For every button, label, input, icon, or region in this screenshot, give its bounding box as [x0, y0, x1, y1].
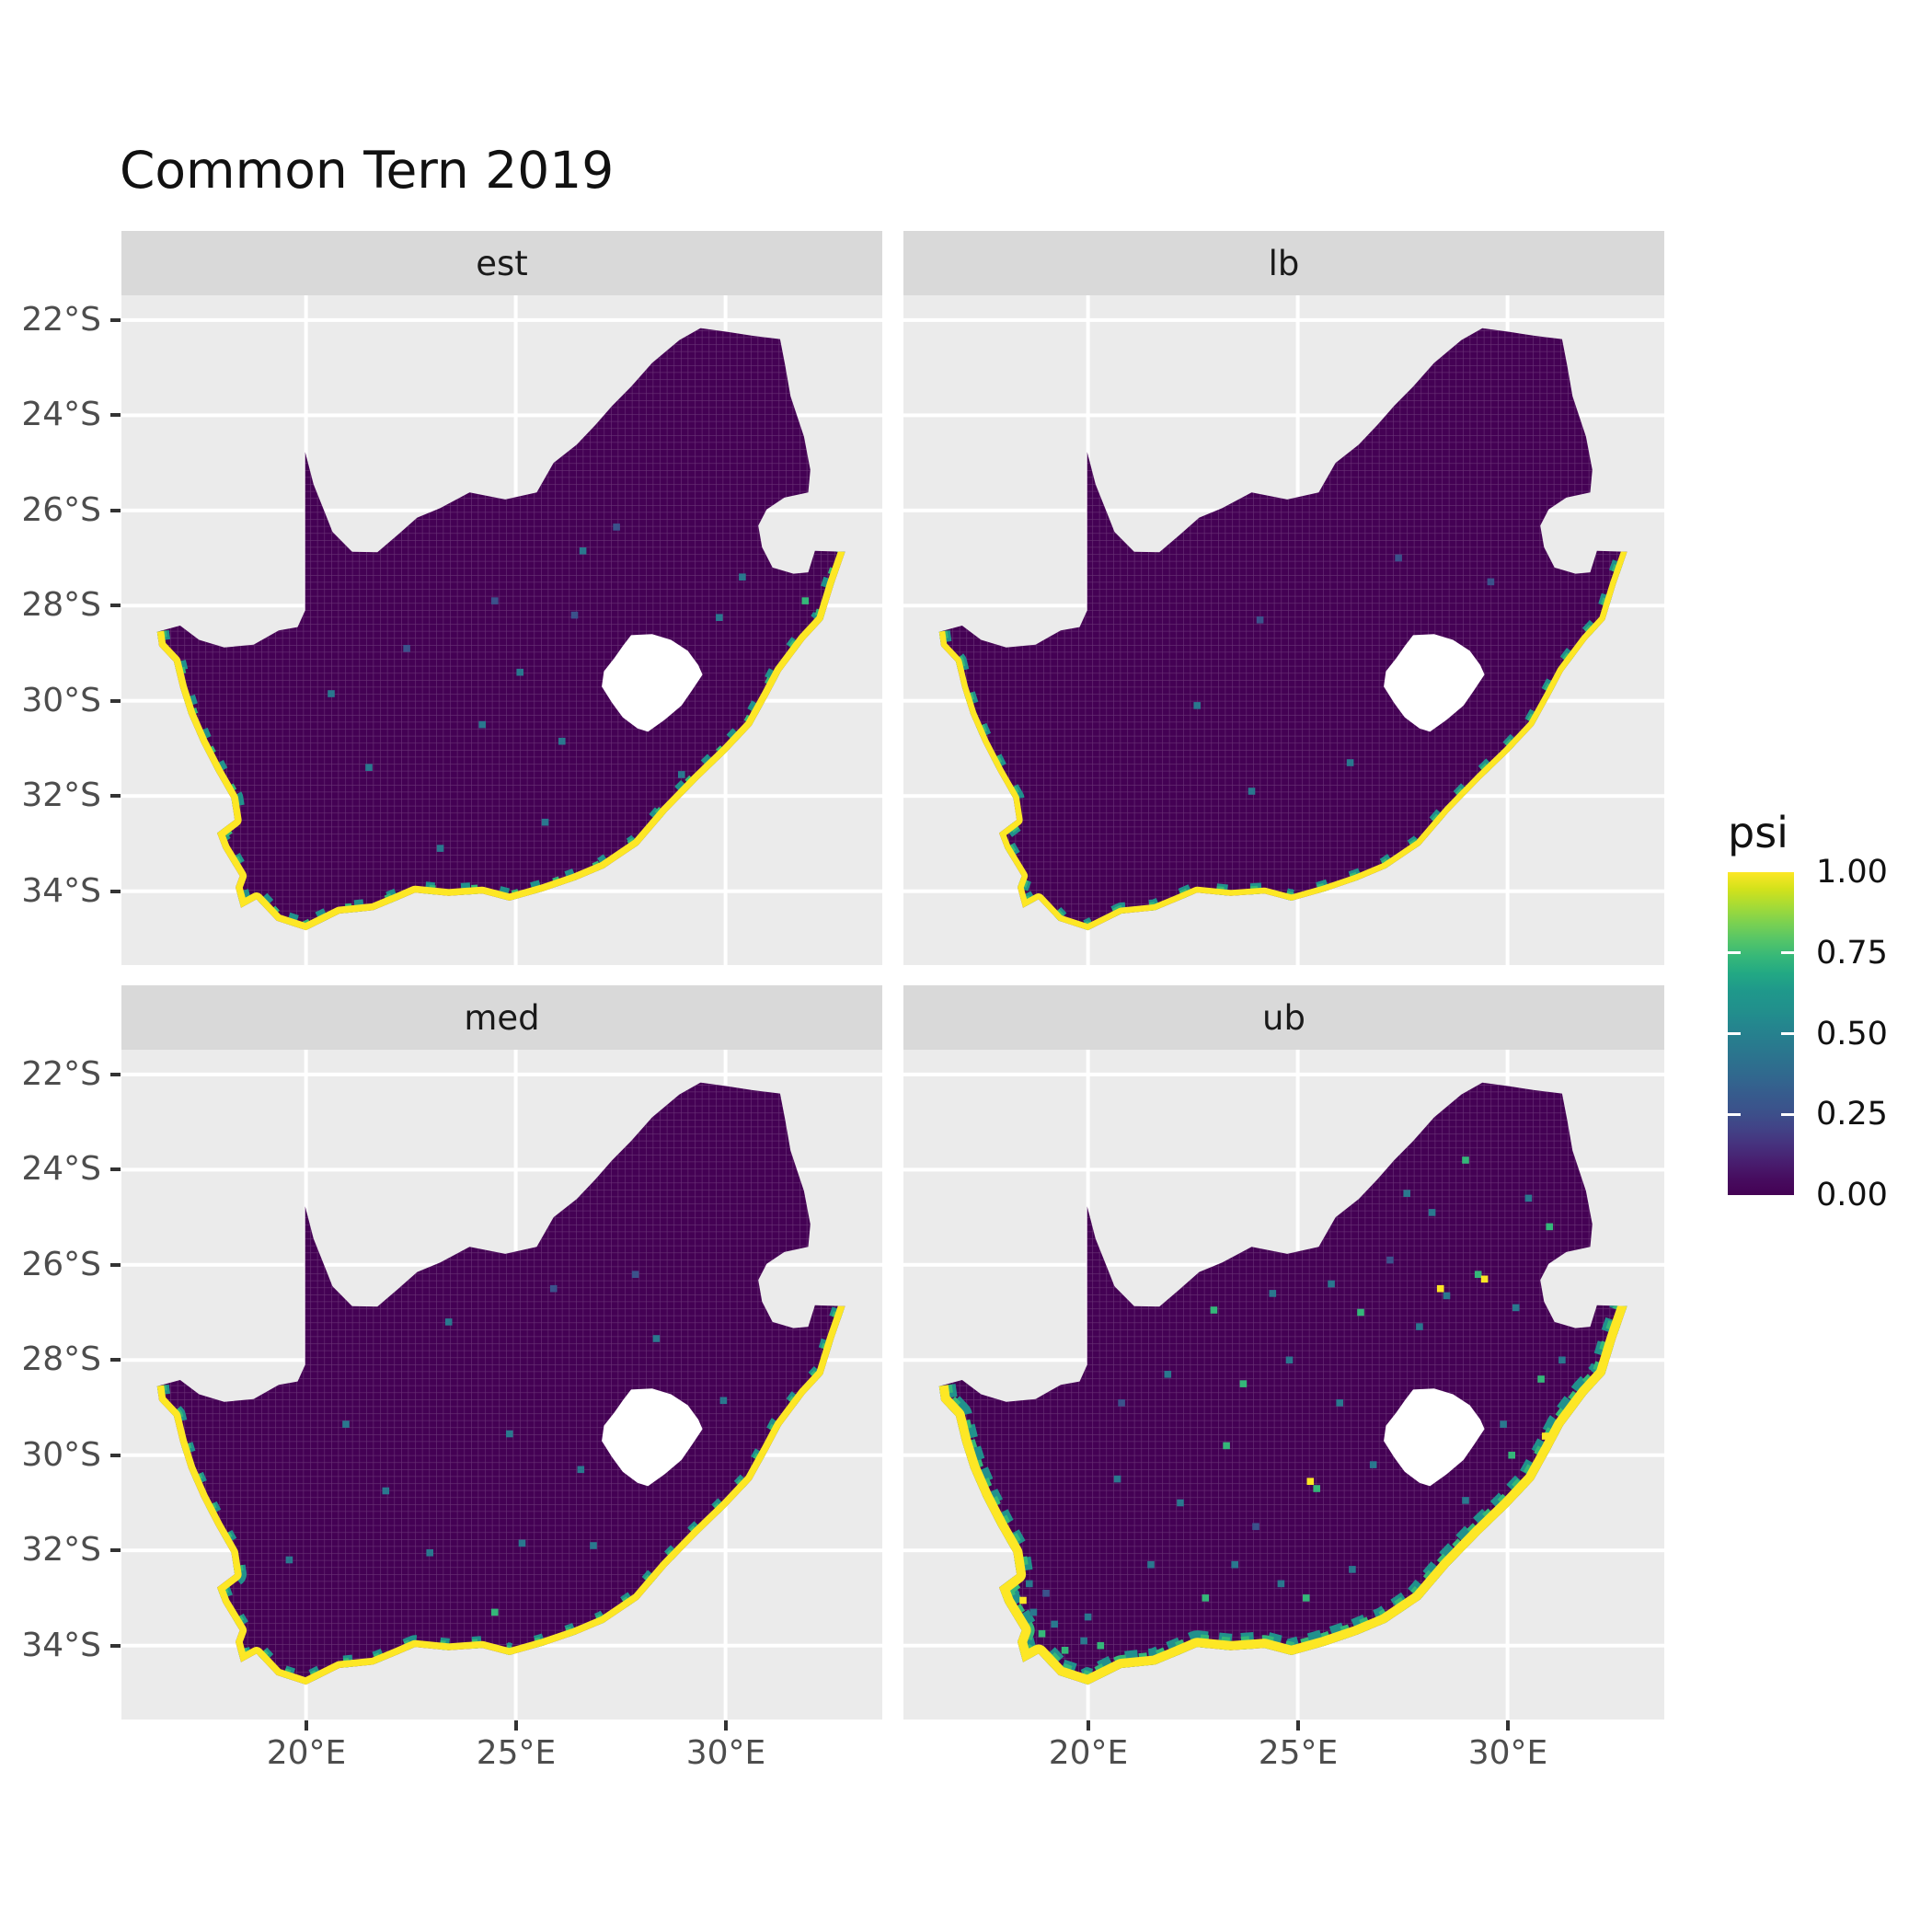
y-axis-tick — [110, 1167, 121, 1171]
y-axis-tick-label: 26°S — [21, 491, 101, 529]
x-axis-tick-label: 30°E — [685, 1734, 766, 1772]
y-axis-tick-label: 32°S — [21, 776, 101, 814]
y-axis-tick — [110, 699, 121, 703]
y-axis-tick — [110, 1454, 121, 1457]
legend-tick-label: 0.25 — [1816, 1096, 1888, 1133]
facet-label-ub: ub — [1262, 997, 1305, 1038]
x-axis-tick-label: 30°E — [1467, 1734, 1548, 1772]
x-axis-tick — [1506, 1720, 1510, 1731]
plot-title: Common Tern 2019 — [120, 141, 615, 200]
facet-strip-lb: lb — [903, 231, 1664, 295]
y-axis-tick — [110, 890, 121, 893]
y-axis-tick-label: 30°S — [21, 682, 101, 719]
y-axis-tick-label: 22°S — [21, 1055, 101, 1093]
map-lb — [903, 295, 1664, 965]
legend-colorbar-tick — [1728, 951, 1741, 954]
y-axis-tick-label: 22°S — [21, 301, 101, 339]
y-axis-tick-label: 34°S — [21, 872, 101, 910]
map-ub — [903, 1050, 1664, 1719]
lesotho-gap — [602, 1388, 703, 1487]
map-est — [121, 295, 882, 965]
facet-strip-est: est — [121, 231, 882, 295]
facet-label-est: est — [476, 243, 528, 283]
y-axis-tick — [110, 794, 121, 798]
legend-tick-label: 1.00 — [1816, 854, 1888, 891]
y-axis-tick-label: 28°S — [21, 586, 101, 624]
legend-colorbar-tick — [1781, 951, 1794, 954]
legend-tick-label: 0.50 — [1816, 1016, 1888, 1052]
y-axis-tick — [110, 1548, 121, 1552]
facet-panel-lb — [903, 295, 1664, 965]
x-axis-tick-label: 20°E — [266, 1734, 347, 1772]
y-axis-tick-label: 28°S — [21, 1340, 101, 1378]
x-axis-tick-label: 25°E — [1258, 1734, 1339, 1772]
lesotho-gap — [1384, 634, 1485, 732]
legend-tick-label: 0.00 — [1816, 1177, 1888, 1213]
x-axis-tick-label: 20°E — [1048, 1734, 1129, 1772]
legend-title: psi — [1728, 808, 1788, 857]
legend-colorbar-tick — [1728, 1113, 1741, 1116]
legend-colorbar-tick — [1728, 1032, 1741, 1035]
x-axis-tick — [1087, 1720, 1090, 1731]
facet-panel-med — [121, 1050, 882, 1719]
y-axis-tick — [110, 604, 121, 607]
y-axis-tick — [110, 1644, 121, 1648]
legend-tick-label: 0.75 — [1816, 935, 1888, 972]
y-axis-tick-label: 34°S — [21, 1627, 101, 1664]
facet-panel-est — [121, 295, 882, 965]
facet-label-med: med — [464, 997, 540, 1038]
x-axis-tick-label: 25°E — [476, 1734, 557, 1772]
y-axis-tick-label: 24°S — [21, 396, 101, 433]
x-axis-tick — [305, 1720, 308, 1731]
y-axis-tick-label: 32°S — [21, 1531, 101, 1569]
y-axis-tick — [110, 1073, 121, 1076]
lesotho-gap — [1384, 1388, 1485, 1487]
x-axis-tick — [514, 1720, 518, 1731]
x-axis-tick — [724, 1720, 728, 1731]
y-axis-tick-label: 30°S — [21, 1436, 101, 1474]
map-med — [121, 1050, 882, 1719]
y-axis-tick — [110, 413, 121, 417]
legend-colorbar-tick — [1781, 1032, 1794, 1035]
x-axis-tick — [1296, 1720, 1300, 1731]
y-axis-tick — [110, 509, 121, 512]
facet-label-lb: lb — [1268, 243, 1300, 283]
facet-strip-med: med — [121, 985, 882, 1050]
y-axis-tick — [110, 1358, 121, 1362]
y-axis-tick-label: 26°S — [21, 1246, 101, 1283]
facet-strip-ub: ub — [903, 985, 1664, 1050]
y-axis-tick-label: 24°S — [21, 1150, 101, 1188]
lesotho-gap — [602, 634, 703, 732]
y-axis-tick — [110, 1263, 121, 1267]
y-axis-tick — [110, 318, 121, 322]
facet-panel-ub — [903, 1050, 1664, 1719]
legend-colorbar-tick — [1781, 1113, 1794, 1116]
